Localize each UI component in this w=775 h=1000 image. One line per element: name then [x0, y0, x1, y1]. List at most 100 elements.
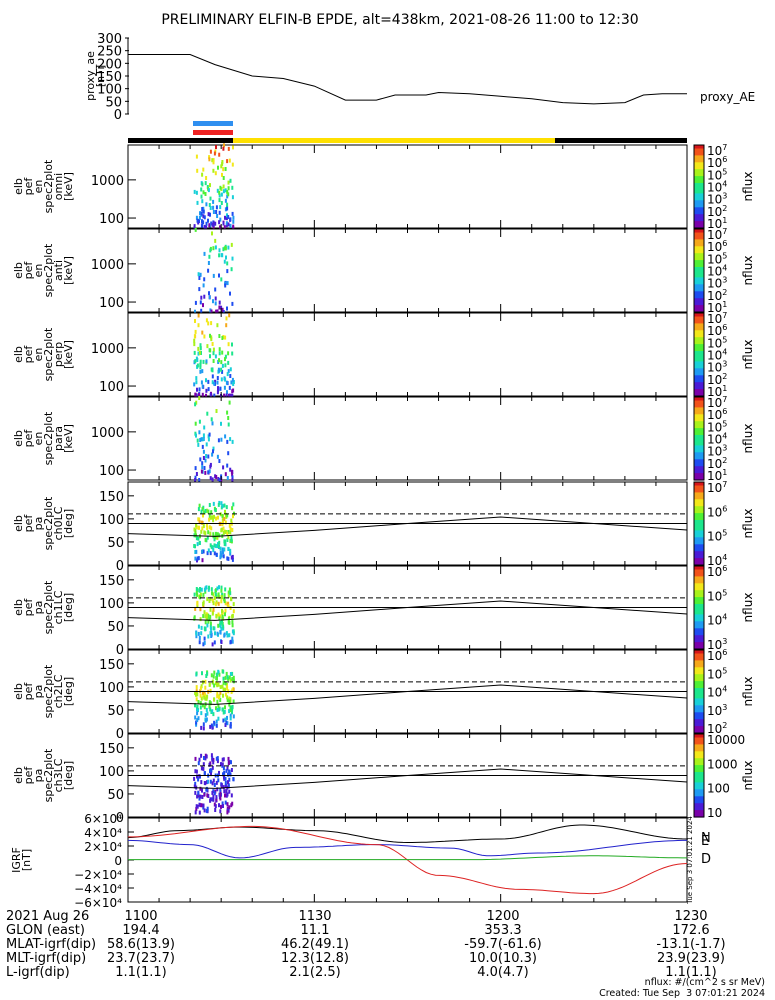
panel-5-cell-71: [222, 554, 225, 559]
panel-6-cell-10: [212, 592, 215, 597]
panel-6-cell-80: [203, 610, 206, 615]
panel-6-cell-3: [195, 634, 198, 639]
panel-3-cell-53: [196, 363, 199, 368]
panel-2-ytick-label-1: 100: [99, 296, 124, 311]
panel-1-cell-51: [207, 218, 209, 223]
panel-4-cell-121: [200, 437, 203, 442]
panel-2-ylabel-line-5: [keV]: [62, 256, 75, 285]
panel-6-colorbar-cell-5: [694, 583, 704, 588]
panel-2-cell-24: [203, 294, 206, 299]
panel-2-cell-71: [218, 253, 221, 258]
panel-1-cell-98: [221, 161, 224, 166]
panel-8-cell-123: [201, 795, 204, 799]
panel-7-cell-18: [229, 697, 232, 702]
panel-3-cell-35: [231, 351, 234, 356]
panel-4-colorbar-cell-8: [694, 424, 704, 429]
panel-3-zlabel-exp-4: 3: [722, 360, 727, 369]
panel-1-colorbar-cell-21: [694, 217, 704, 222]
panel-5-cell-155: [218, 540, 221, 545]
panel-5-colorbar-cell-18: [694, 544, 704, 549]
panel-5-cell-35: [230, 518, 233, 523]
panel-8-cell-45: [212, 758, 215, 762]
igrf-ytick-label-0: 6×10⁴: [84, 812, 122, 826]
panel-3-cell-14: [203, 334, 206, 339]
panel-8-cell-49: [206, 806, 209, 811]
panel-4-cell-44: [215, 409, 218, 413]
panel-7-cell-155: [201, 671, 203, 676]
panel-5-cell-165: [205, 523, 208, 527]
panel-2-cell-100: [226, 281, 229, 286]
panel-1-cell-86: [227, 146, 230, 151]
orbit-bar-yellow: [233, 138, 555, 143]
panel-5-zlabel-1: 106: [707, 504, 727, 519]
panel-1-cell-34: [231, 185, 234, 190]
panel-2-zlabel-exp-4: 3: [722, 276, 727, 285]
panel-3-zlabel-exp-6: 1: [722, 384, 727, 393]
panel-5-cell-6: [224, 520, 227, 525]
panel-5-cell-163: [204, 537, 207, 542]
panel-1-cell-90: [218, 220, 221, 225]
panel-2-cell-31: [202, 283, 205, 288]
panel-2-cell-118: [227, 245, 230, 250]
panel-8-cell-80: [226, 802, 229, 807]
panel-2-cell-130: [198, 287, 201, 292]
panel-2-cell-42: [207, 268, 210, 273]
footer-glon-3: 353.3: [484, 923, 522, 938]
panel-2-cell-52: [194, 227, 197, 232]
panel-5-colorbar-cell-19: [694, 547, 704, 552]
panel-7-cell-28: [221, 684, 224, 689]
panel-7-colorbar-cell-6: [694, 670, 704, 675]
panel-2-zlabel-exp-2: 5: [722, 251, 727, 260]
panel-7-cell-160: [206, 711, 209, 716]
panel-7-cell-27: [225, 671, 228, 676]
panel-4-cell-62: [194, 478, 197, 482]
panel-7-cell-12: [224, 717, 227, 722]
panel-4-cell-87: [197, 442, 200, 447]
panel-7-cell-156: [224, 692, 227, 697]
panel-3-cell-65: [197, 346, 200, 351]
panel-4-cell-134: [215, 475, 218, 479]
panel-5-colorbar-cell-6: [694, 502, 704, 507]
panel-1-colorbar-cell-8: [694, 172, 704, 177]
panel-3-colorbar-frame: [693, 312, 705, 397]
panel-2-frame: [127, 228, 688, 313]
panel-5-cell-130: [210, 544, 213, 549]
footer-glon-4: 172.6: [672, 923, 710, 938]
panel-4-cell-37: [212, 446, 215, 451]
panel-4-cell-96: [202, 456, 205, 460]
panel-5-zlabel-0: 107: [707, 480, 727, 495]
panel-3-cell-125: [199, 362, 202, 367]
panel-6-cell-169: [200, 587, 203, 592]
panel-3-cell-135: [193, 334, 196, 339]
panel-6-cell-99: [221, 608, 223, 613]
panel-3-cell-70: [231, 393, 234, 398]
panel-8-cell-136: [222, 804, 224, 808]
panel-8-cell-102: [200, 753, 203, 758]
panel-5-cell-68: [197, 507, 200, 512]
panel-7-zlabel-exp-2: 4: [722, 685, 727, 694]
panel-4-cell-132: [212, 449, 214, 454]
panel-1-cell-92: [226, 202, 229, 207]
panel-4-cell-66: [194, 466, 197, 471]
panel-6-cell-166: [197, 631, 200, 636]
panel-2-colorbar-cell-18: [694, 291, 704, 296]
panel-7-cell-89: [229, 678, 232, 683]
panel-3-colorbar-cell-7: [694, 337, 704, 342]
panel-4-colorbar-cell-5: [694, 414, 704, 419]
panel-5-ytick-label-0: 150: [99, 490, 124, 505]
panel-6-cell-36: [224, 587, 227, 592]
panel-7-cell-139: [205, 674, 208, 678]
panel-2-colorbar-cell-20: [694, 298, 704, 303]
panel-5-cell-156: [227, 535, 230, 540]
panel-8-cell-146: [226, 810, 229, 815]
panel-4-zlabel-exp-4: 3: [722, 444, 727, 453]
panel-1-cell-26: [220, 192, 223, 197]
panel-1-ylabel-line-3: spec2plot: [42, 159, 55, 213]
panel-8-cell-1: [216, 759, 219, 764]
panel-7-colorbar-cell-2: [694, 656, 704, 661]
panel-2-colorbar-cell-16: [694, 284, 704, 289]
panel-4-cell-85: [210, 417, 213, 422]
panel-4-ytick-label-1: 100: [99, 464, 124, 479]
panel-1-cell-121: [215, 210, 218, 214]
units-note: nflux: #/(cm^2 s sr MeV): [644, 977, 765, 988]
